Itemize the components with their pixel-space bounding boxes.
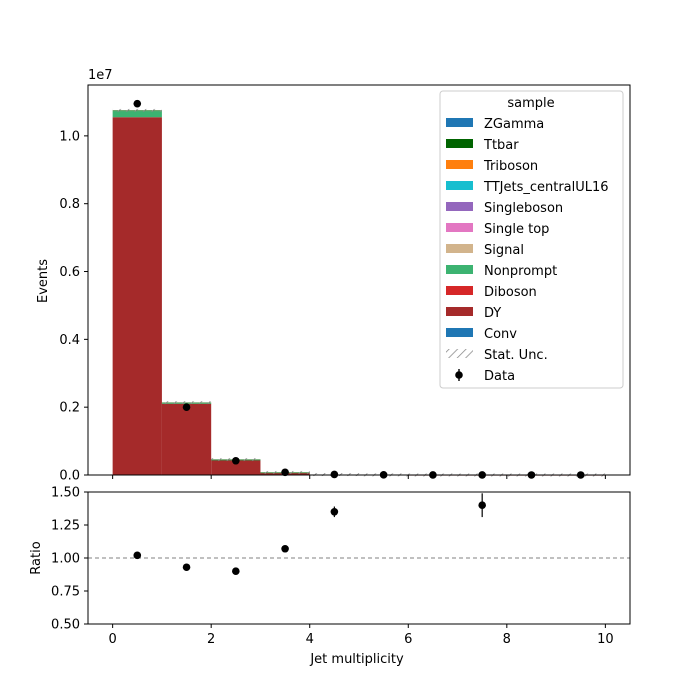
legend-swatch — [446, 286, 473, 295]
ratio-point-0 — [133, 551, 142, 560]
legend-swatch — [446, 244, 473, 253]
legend-label: ZGamma — [484, 117, 544, 132]
legend-entry-diboson: Diboson — [446, 285, 537, 300]
data-point-2 — [232, 456, 240, 465]
x-tick-label: 2 — [207, 632, 215, 647]
legend-label: Nonprompt — [484, 264, 557, 279]
ratio-y-tick-label: 1.25 — [51, 519, 80, 534]
legend-entry-triboson: Triboson — [446, 159, 538, 174]
legend-entry-stat-unc-: Stat. Unc. — [446, 348, 548, 363]
legend-title: sample — [507, 96, 554, 111]
legend-label: Conv — [484, 327, 517, 342]
main-histogram-bars — [112, 108, 606, 477]
x-tick-label: 8 — [503, 632, 511, 647]
main-data-points — [133, 99, 585, 479]
ratio-y-tick-label: 1.00 — [51, 552, 80, 567]
y-axis-label: Events — [36, 259, 51, 303]
ratio-y-tick-label: 0.50 — [51, 618, 80, 633]
main-y-tick-label: 0.0 — [59, 469, 80, 484]
legend-swatch — [446, 160, 473, 169]
legend-entry-ttjets-centralul16: TTJets_centralUL16 — [446, 180, 609, 195]
legend-label: Signal — [484, 243, 524, 258]
legend-marker — [455, 371, 463, 379]
legend-swatch-hatch — [446, 349, 473, 358]
ratio-point-4 — [330, 508, 339, 516]
x-tick-label: 6 — [404, 632, 412, 647]
legend-box — [439, 90, 624, 389]
main-x-ticks — [112, 475, 606, 479]
legend-label: Diboson — [484, 285, 537, 300]
main-y-tick-label: 0.8 — [59, 197, 80, 212]
legend-entry-single-top: Single top — [446, 222, 549, 237]
legend-entry-zgamma: ZGamma — [446, 117, 544, 132]
ratio-y-ticks: 0.50 0.75 1.00 1.25 1.50 — [51, 486, 88, 633]
legend-swatch — [446, 328, 473, 337]
x-tick-label: 0 — [108, 632, 116, 647]
bar-dy-bin-1 — [161, 403, 212, 475]
ratio-y-axis-label: Ratio — [29, 541, 44, 574]
x-axis-label: Jet multiplicity — [309, 652, 404, 667]
stat-unc-band-bin-1 — [161, 401, 212, 405]
legend-label: Ttbar — [483, 138, 519, 153]
main-y-tick-label: 0.4 — [59, 333, 80, 348]
ratio-point-1 — [182, 563, 191, 572]
y-scale-multiplier: 1e7 — [88, 68, 113, 83]
main-axes-frame — [87, 84, 631, 476]
stat-unc-band-bin-0 — [112, 108, 162, 112]
data-point-0 — [133, 99, 142, 108]
main-y-tick-label: 0.2 — [59, 401, 80, 416]
legend-label: Data — [484, 369, 515, 384]
main-y-ticks: 0.0 0.2 0.4 0.6 0.8 1.0 — [59, 129, 88, 484]
data-point-4 — [330, 470, 339, 479]
legend-label: DY — [484, 306, 501, 321]
legend-swatch — [446, 118, 473, 127]
main-y-tick-label: 1.0 — [59, 129, 80, 144]
legend-label: Single top — [484, 222, 549, 237]
legend-entry-signal: Signal — [446, 243, 524, 258]
legend-swatch — [446, 265, 473, 274]
bar-nonprompt-bin-0 — [112, 111, 162, 118]
legend-swatch — [446, 202, 473, 211]
ratio-point-3 — [281, 544, 289, 553]
ratio-axes-frame — [87, 491, 631, 625]
ratio-point-5 — [478, 501, 486, 510]
legend-entry-conv: Conv — [446, 327, 517, 342]
legend-swatch — [446, 223, 473, 232]
x-tick-label: 4 — [306, 632, 314, 647]
legend-swatch — [446, 139, 473, 148]
ratio-y-tick-label: 1.50 — [51, 486, 80, 501]
ratio-x-ticks: 0 2 4 6 8 10 — [108, 624, 614, 647]
legend: sample ZGamma Ttbar Triboson TTJets_central… — [439, 90, 624, 389]
ratio-point-2 — [232, 567, 240, 575]
ratio-data-points — [133, 493, 486, 575]
legend-entry-dy: DY — [446, 306, 501, 321]
legend-label: Singleboson — [484, 201, 563, 216]
data-point-1 — [182, 403, 191, 411]
legend-label: Triboson — [483, 159, 538, 174]
bar-dy-bin-2 — [211, 460, 261, 475]
legend-entry-nonprompt: Nonprompt — [446, 264, 557, 279]
legend-entry-ttbar: Ttbar — [446, 138, 519, 153]
legend-label: Stat. Unc. — [484, 348, 548, 363]
bar-dy-bin-0 — [112, 117, 162, 475]
legend-entry-singleboson: Singleboson — [446, 201, 563, 216]
x-tick-label: 10 — [597, 632, 614, 647]
legend-swatch — [446, 181, 473, 190]
data-point-3 — [281, 468, 289, 477]
ratio-y-tick-label: 0.75 — [51, 585, 80, 600]
legend-swatch — [446, 307, 473, 316]
main-y-tick-label: 0.6 — [59, 265, 80, 280]
legend-entry-data: Data — [455, 369, 515, 384]
legend-label: TTJets_centralUL16 — [483, 180, 609, 195]
